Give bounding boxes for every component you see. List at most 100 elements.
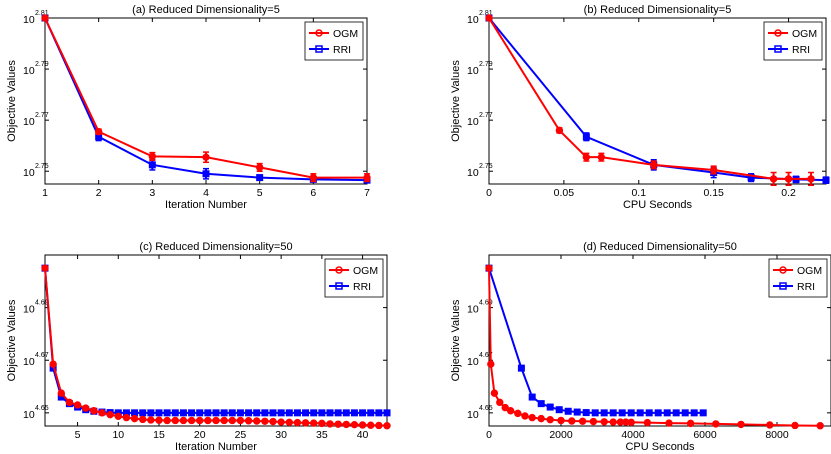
y-tick-base: 10 xyxy=(467,116,479,128)
data-point-ogm xyxy=(65,398,74,407)
legend-marker xyxy=(779,266,787,274)
x-tick-label: 8000 xyxy=(765,429,789,441)
y-tick-exponent: 2.75 xyxy=(35,163,49,170)
legend-label: OGM xyxy=(792,28,817,40)
legend-label: OGM xyxy=(797,265,822,277)
data-point-rri xyxy=(334,409,342,417)
data-point-ogm xyxy=(650,161,658,169)
legend-label: RRI xyxy=(353,281,371,293)
chart-panel-a: (a) Reduced Dimensionality=5 Iteration Nu… xyxy=(6,4,371,211)
data-point-rri xyxy=(350,409,358,417)
data-point-rri xyxy=(654,409,662,417)
x-tick-label: 4 xyxy=(203,187,209,199)
data-point-rri xyxy=(681,409,689,417)
data-point-rri xyxy=(188,409,196,417)
data-point-ogm xyxy=(490,389,499,397)
data-point-ogm xyxy=(589,417,598,426)
x-tick-label: 40 xyxy=(357,429,369,441)
data-point-ogm xyxy=(665,419,673,427)
data-point-rri xyxy=(310,409,318,417)
y-tick-base: 10 xyxy=(467,14,479,26)
x-tick-label: 6 xyxy=(310,187,316,199)
data-point-rri xyxy=(359,409,367,417)
data-point-rri xyxy=(609,409,617,417)
data-point-ogm xyxy=(578,417,587,425)
data-point-rri xyxy=(375,409,383,417)
data-point-ogm xyxy=(106,410,114,419)
data-point-ogm xyxy=(255,163,264,172)
data-point-ogm xyxy=(41,14,49,22)
x-tick-label: 5 xyxy=(75,429,81,441)
data-point-ogm xyxy=(643,418,652,427)
data-point-ogm xyxy=(139,415,147,424)
data-point-rri xyxy=(302,409,310,417)
x-tick-label: 2 xyxy=(96,187,102,199)
data-point-ogm xyxy=(179,416,188,425)
y-tick-base: 10 xyxy=(23,356,35,368)
data-point-ogm xyxy=(600,418,608,426)
data-point-ogm xyxy=(269,417,277,426)
data-point-rri xyxy=(139,409,147,417)
data-point-rri xyxy=(690,409,698,417)
plot-area xyxy=(44,254,388,427)
x-tick-label: 15 xyxy=(153,429,165,441)
data-point-rri xyxy=(342,409,350,417)
data-point-rri xyxy=(179,409,187,417)
y-tick-exponent: 4.67 xyxy=(479,352,493,359)
data-point-ogm xyxy=(147,416,155,424)
data-point-ogm xyxy=(309,173,318,182)
x-tick-label: 7 xyxy=(364,187,370,199)
x-tick-label: 2000 xyxy=(549,429,573,441)
legend: OGM RRI xyxy=(304,21,364,61)
x-axis-label: Iteration Number xyxy=(165,199,247,211)
data-point-rri xyxy=(204,409,212,417)
data-point-ogm xyxy=(528,413,536,422)
x-axis-label: Iteration Number xyxy=(175,441,257,453)
y-tick-base: 10 xyxy=(467,65,479,77)
y-tick-exponent: 2.79 xyxy=(35,61,49,68)
y-tick-exponent: 4.69 xyxy=(35,300,49,307)
data-point-rri xyxy=(591,409,599,417)
chart-title: (d) Reduced Dimensionality=50 xyxy=(583,241,737,253)
x-tick-label: 0.2 xyxy=(781,187,796,199)
data-point-ogm xyxy=(49,360,57,368)
x-tick-label: 6000 xyxy=(693,429,717,441)
y-tick-base: 10 xyxy=(23,116,35,128)
data-point-ogm xyxy=(363,173,371,182)
series-group xyxy=(41,14,371,184)
data-point-ogm xyxy=(597,153,606,161)
data-point-rri xyxy=(546,403,554,411)
y-axis-label: Objective Values xyxy=(450,299,462,381)
data-point-rri xyxy=(618,409,626,417)
data-point-ogm xyxy=(204,416,212,425)
data-point-rri xyxy=(147,409,155,417)
x-tick-label: 10 xyxy=(112,429,124,441)
y-tick-exponent: 2.79 xyxy=(479,61,493,68)
y-tick-exponent: 2.81 xyxy=(479,10,493,17)
data-point-ogm xyxy=(212,416,220,425)
x-tick-label: 20 xyxy=(194,429,206,441)
data-point-rri xyxy=(699,409,707,417)
data-point-rri xyxy=(663,409,671,417)
data-point-rri xyxy=(277,409,285,417)
data-point-ogm xyxy=(627,418,635,427)
legend-label: RRI xyxy=(797,281,815,293)
data-point-ogm xyxy=(521,412,529,420)
y-axis-label: Objective Values xyxy=(6,299,18,381)
data-point-rri xyxy=(600,409,608,417)
data-point-rri xyxy=(148,161,156,169)
data-point-ogm xyxy=(557,416,565,425)
data-point-rri xyxy=(326,409,334,417)
data-point-ogm xyxy=(791,421,799,430)
data-point-ogm xyxy=(94,127,103,136)
legend-box xyxy=(763,21,823,61)
y-tick-base: 10 xyxy=(23,409,35,421)
data-point-ogm xyxy=(122,413,131,422)
legend-box xyxy=(768,258,828,298)
data-point-ogm xyxy=(261,417,269,425)
data-point-rri xyxy=(269,409,277,417)
x-tick-label: 4000 xyxy=(621,429,645,441)
legend: OGM RRI xyxy=(768,258,828,298)
data-point-ogm xyxy=(41,264,49,272)
